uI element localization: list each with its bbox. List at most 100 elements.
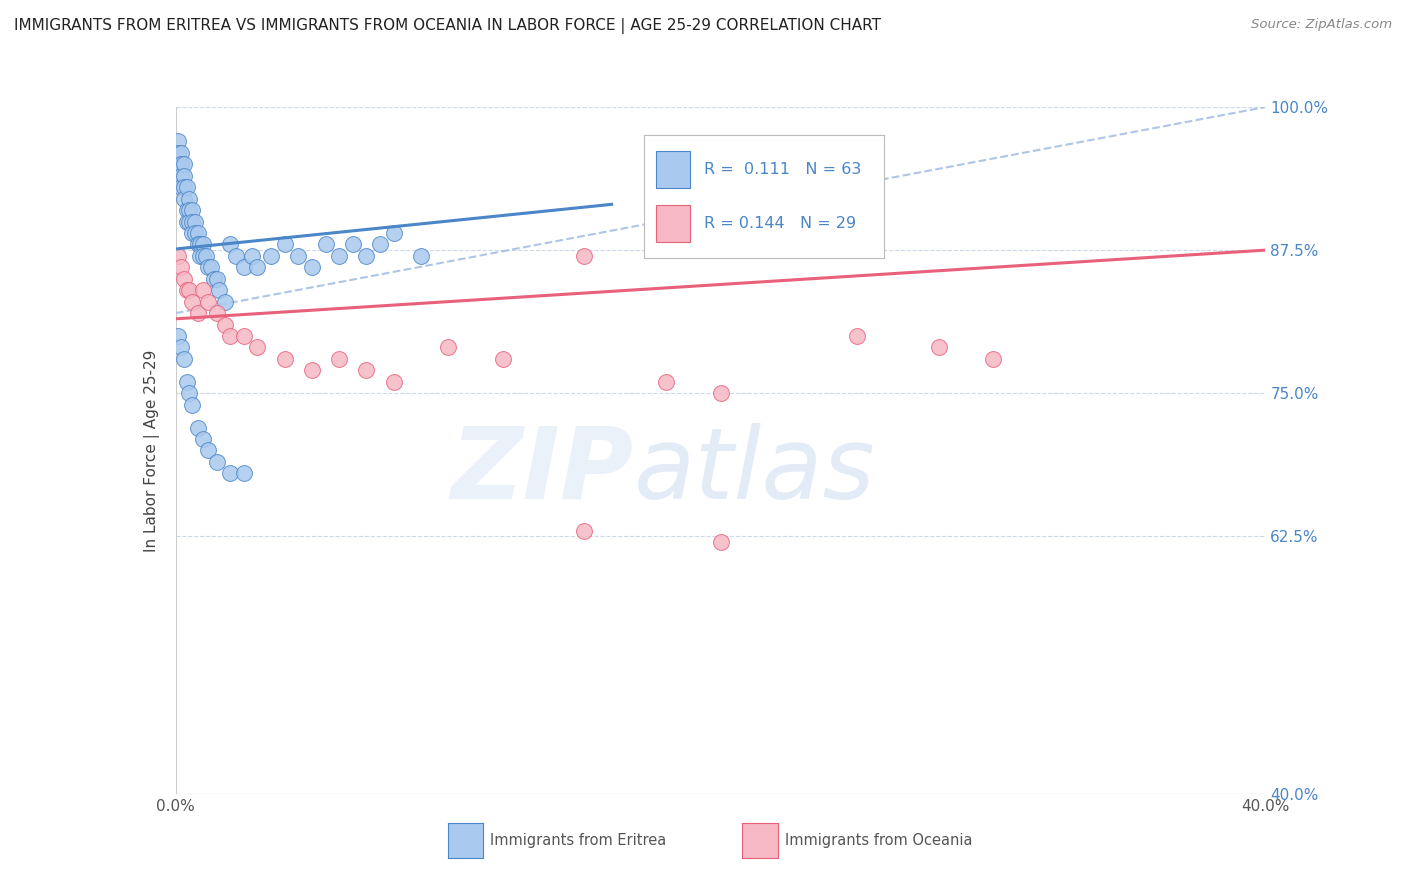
Point (928, 341, 950, 355)
Point (181, 214, 204, 228)
Point (179, 203, 201, 218)
Text: Source: ZipAtlas.com: Source: ZipAtlas.com (1251, 18, 1392, 31)
Text: ZIP: ZIP (450, 423, 633, 519)
Point (179, 214, 201, 228)
Point (186, 237, 209, 252)
Point (176, 375, 198, 389)
Point (492, 351, 515, 366)
Point (176, 180, 198, 194)
Point (208, 283, 231, 297)
Point (219, 237, 242, 252)
Point (197, 294, 219, 309)
Text: Immigrants from Eritrea: Immigrants from Eritrea (491, 833, 666, 848)
Point (274, 351, 297, 366)
Point (710, 386, 733, 401)
Point (240, 249, 263, 263)
Point (181, 294, 204, 309)
Text: R = 0.144   N = 29: R = 0.144 N = 29 (704, 216, 856, 231)
Point (173, 192, 195, 206)
Point (356, 363, 378, 377)
Point (225, 249, 247, 263)
Text: R =  0.111   N = 63: R = 0.111 N = 63 (704, 161, 862, 177)
Point (170, 260, 193, 275)
Point (214, 294, 236, 309)
Point (214, 318, 236, 332)
Point (274, 237, 297, 252)
Point (179, 386, 201, 401)
Point (181, 226, 204, 240)
Point (301, 260, 323, 275)
Point (328, 351, 350, 366)
Point (186, 226, 209, 240)
Point (167, 157, 190, 171)
Point (981, 351, 1004, 366)
Point (170, 169, 193, 183)
Point (301, 363, 323, 377)
Text: Immigrants from Oceania: Immigrants from Oceania (785, 833, 972, 848)
Point (176, 203, 198, 218)
Point (437, 341, 460, 355)
Point (197, 443, 219, 458)
Point (167, 249, 190, 263)
Point (260, 249, 283, 263)
Point (186, 420, 209, 434)
Point (181, 398, 204, 412)
Point (170, 157, 193, 171)
Point (382, 375, 405, 389)
Point (205, 455, 228, 469)
Point (188, 249, 211, 263)
Point (232, 260, 254, 275)
Point (191, 283, 214, 297)
Point (382, 226, 405, 240)
Point (173, 272, 195, 286)
Point (173, 157, 195, 171)
Point (845, 329, 868, 343)
Point (179, 192, 201, 206)
Point (191, 249, 214, 263)
Point (246, 260, 269, 275)
Point (574, 524, 596, 538)
Point (219, 329, 242, 343)
Point (173, 169, 195, 183)
Point (200, 260, 222, 275)
Point (191, 237, 214, 252)
Point (356, 249, 378, 263)
Y-axis label: In Labor Force | Age 25-29: In Labor Force | Age 25-29 (143, 350, 160, 551)
Point (170, 341, 193, 355)
Point (655, 375, 678, 389)
Point (173, 180, 195, 194)
Text: atlas: atlas (633, 423, 875, 519)
Point (167, 329, 190, 343)
Point (184, 226, 207, 240)
Point (179, 283, 201, 297)
Point (186, 306, 209, 320)
Point (181, 203, 204, 218)
Point (232, 467, 254, 481)
Point (197, 260, 219, 275)
Point (232, 329, 254, 343)
Point (170, 180, 193, 194)
FancyBboxPatch shape (657, 151, 690, 187)
Point (194, 249, 217, 263)
Point (219, 467, 242, 481)
Point (167, 145, 190, 160)
Point (173, 351, 195, 366)
Point (246, 341, 269, 355)
Point (170, 145, 193, 160)
Point (184, 214, 207, 228)
Point (176, 283, 198, 297)
Point (188, 237, 211, 252)
Point (205, 306, 228, 320)
Text: IMMIGRANTS FROM ERITREA VS IMMIGRANTS FROM OCEANIA IN LABOR FORCE | AGE 25-29 CO: IMMIGRANTS FROM ERITREA VS IMMIGRANTS FR… (14, 18, 882, 34)
Point (315, 237, 337, 252)
Point (205, 272, 228, 286)
Point (176, 214, 198, 228)
Point (368, 237, 391, 252)
FancyBboxPatch shape (657, 205, 690, 242)
Point (287, 249, 309, 263)
Point (710, 535, 733, 549)
Point (167, 135, 190, 149)
Point (191, 432, 214, 446)
Point (342, 237, 364, 252)
Point (409, 249, 432, 263)
